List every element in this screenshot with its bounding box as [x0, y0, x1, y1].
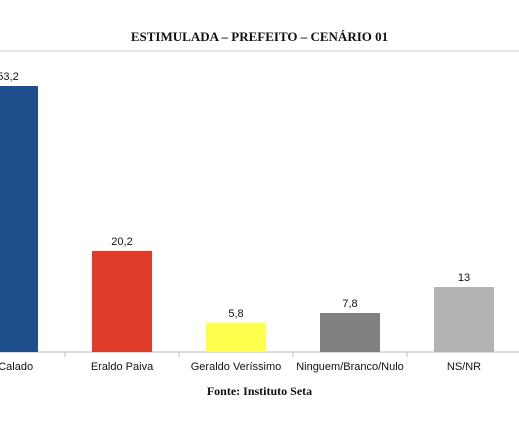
bar-3 — [206, 323, 266, 352]
plot-area: 53,2 ne Calado 20,2 Eraldo Paiva 5,8 Geraldo … — [0, 71, 519, 373]
data-label: 7,8 — [342, 298, 357, 310]
category-label: Ninguem/Branco/Nulo — [296, 361, 404, 373]
data-label: 13 — [458, 272, 470, 284]
category-label: Geraldo Veríssimo — [191, 361, 281, 373]
chart-title: ESTIMULADA – PREFEITO – CENÁRIO 01 — [130, 29, 389, 44]
data-label: 53,2 — [0, 71, 19, 83]
bar-5 — [434, 287, 494, 352]
data-label: 5,8 — [228, 308, 243, 320]
bar-1 — [0, 86, 38, 352]
data-label: 20,2 — [111, 236, 132, 248]
source-note: Fonte: Instituto Seta — [206, 384, 313, 398]
bar-2 — [92, 251, 152, 352]
category-label: ne Calado — [0, 361, 33, 373]
category-label: Eraldo Paiva — [91, 361, 154, 373]
category-label: NS/NR — [447, 361, 481, 373]
bar-4 — [320, 313, 380, 352]
